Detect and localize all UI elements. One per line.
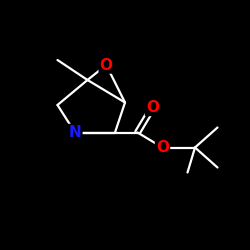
Text: O: O bbox=[156, 140, 169, 155]
Text: O: O bbox=[146, 100, 159, 115]
Text: O: O bbox=[100, 58, 113, 72]
Text: N: N bbox=[68, 125, 82, 140]
